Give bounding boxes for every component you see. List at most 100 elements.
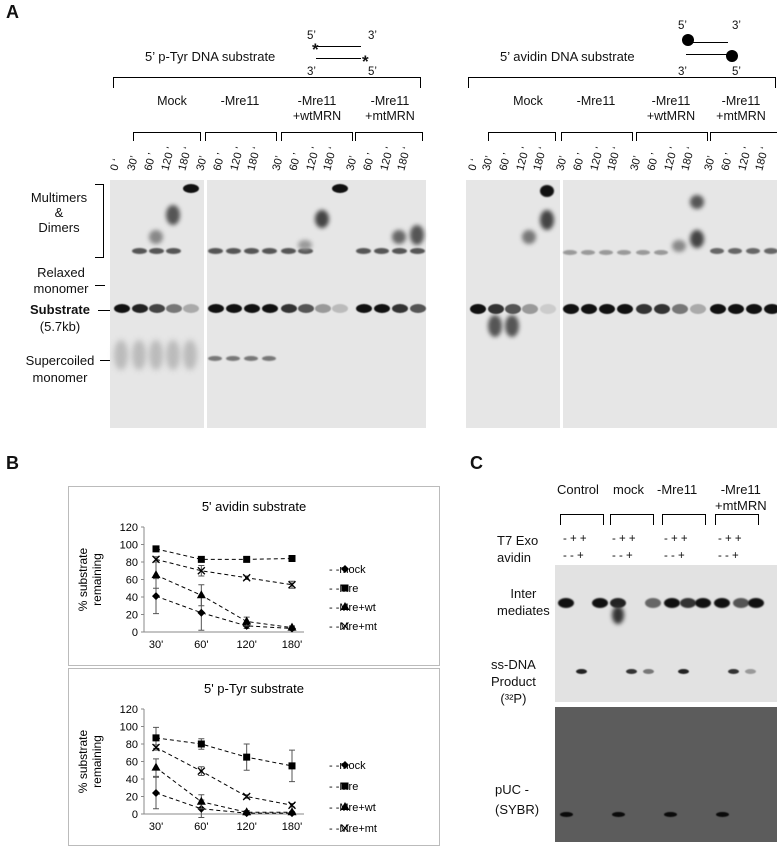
panel-a-letter: A [6,2,19,22]
point-Mre+mt [242,792,251,801]
time-label: 180 ‘ [245,145,264,172]
point-Mre+wt [196,796,206,805]
y-tick-label: 0 [132,809,138,821]
gel-band [183,340,197,370]
gel-band [332,184,348,193]
gel-band [149,340,163,370]
x-tick-label: 120' [236,821,256,833]
ptyr-title: 5’ p-Tyr DNA substrate [145,49,276,64]
y-axis-label: % substrateremaining [76,729,104,793]
legend-label: - -mock [329,564,366,576]
y-tick-label: 120 [120,522,138,534]
gel-band [262,304,278,313]
x-tick-label: 30' [149,639,163,651]
gel-band [599,304,615,314]
gel-band [226,356,240,361]
gel-band [690,195,704,209]
point-Mre [243,555,251,563]
series-line-Mre [155,737,293,767]
cond-mtmrn: -Mre11 +mtMRN [365,94,415,123]
avidin-signs: - - + [563,550,584,562]
point-Mre [243,753,251,761]
gel-band [746,248,760,254]
cond-mre11-avidin: -Mre11 [576,94,616,108]
gel-band [576,669,587,674]
c-cond-mock: mock [613,482,645,497]
time-label: 0 ‘ [108,157,124,172]
point-Mre+wt [242,616,252,625]
legend-label: - -Mre [329,583,358,595]
gel-band [166,340,180,370]
gel-band [764,248,777,254]
gel-band [643,669,654,674]
gel-band [183,184,199,193]
y-tick-label: 20 [126,792,138,804]
multimers-bracket [95,184,104,258]
point-mock [197,608,206,617]
point-Mre [197,740,205,748]
legend-marker [341,782,349,790]
c-cond-mtmrn: -Mre11 +mtMRN [715,482,767,513]
gel-band [392,304,408,313]
gel-band [262,248,277,254]
x-tick-label: 180' [282,639,302,651]
gel-band [208,304,224,313]
gel-band [132,248,147,254]
gel-band [617,250,631,255]
point-Mre+wt [287,807,297,816]
gel-band [581,250,595,255]
gel-band [599,250,613,255]
gel-band [626,669,637,674]
sub-bracket [133,132,201,141]
gel-band [592,598,608,608]
x-tick-label: 60' [194,639,208,651]
point-mock [152,789,160,797]
time-label: 180 ‘ [176,145,195,172]
legend-marker [341,565,349,573]
time-label: 60 ’ [142,151,159,172]
gel-band [522,230,536,244]
gel-band [315,304,331,313]
time-label: 120 ’ [304,145,323,172]
gel-band [558,598,574,608]
x-tick-label: 120' [236,639,256,651]
time-label: 30’ [270,154,286,172]
time-label: 60 ’ [211,151,228,172]
gel-band [581,304,597,314]
gel-band [298,248,313,254]
gel-band [149,230,163,244]
cond-wtmrn-avidin: -Mre11 +wtMRN [646,94,696,123]
point-Mre+mt [197,566,206,575]
y-axis-label: % substrateremaining [76,547,104,611]
point-Mre+mt [288,580,296,589]
avidin-bracket [468,77,776,88]
time-label: 180 ‘ [395,145,414,172]
point-mock [152,592,160,601]
gel-band [488,315,502,337]
ssdna-label: ss-DNA Product (³²P) [491,657,536,706]
gel-band [166,205,180,225]
legend-label: - -mock [329,760,366,772]
cond-mtmrn-avidin: -Mre11 +mtMRN [716,94,766,123]
point-Mre+mt [288,801,296,810]
gel-band [132,340,146,370]
time-label: 30’ [554,154,570,172]
y-tick-label: 120 [120,704,138,716]
x-tick-label: 60' [194,821,208,833]
time-label: 180 ‘ [605,145,624,172]
gel-band [374,248,389,254]
series-line-Mre+wt [155,574,293,629]
ptyr-star-icon: * [362,52,369,71]
gel-band [356,304,372,313]
point-Mre+mt [242,573,251,582]
gel-band [392,230,406,244]
time-label: 30’ [480,154,496,172]
time-label: 120 ’ [228,145,247,172]
gel-band [664,598,680,608]
y-tick-label: 100 [120,540,138,552]
sub-bracket [710,132,777,141]
time-label: 120 ’ [514,145,533,172]
substrate-label: Substrate (5.7kb) [30,302,90,334]
y-tick-label: 60 [126,757,138,769]
gel-band [149,248,164,254]
